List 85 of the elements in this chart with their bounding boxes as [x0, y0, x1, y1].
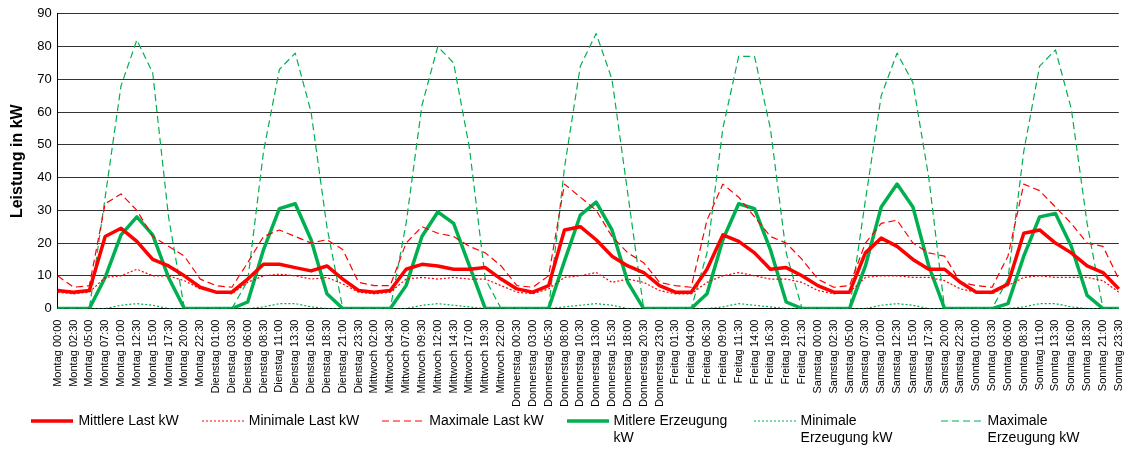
x-tick-label: Samstag 05:00 [842, 319, 855, 394]
x-tick-label: Donnerstag 13:00 [589, 319, 602, 407]
y-tick-label: 90 [37, 5, 52, 21]
x-tick-label: Mittwoch 12:00 [430, 319, 443, 394]
x-tick-label: Donnerstag 10:30 [573, 319, 586, 407]
x-tick-label: Mittwoch 07:00 [399, 319, 412, 394]
x-tick-label: Samstag 22:30 [953, 319, 966, 394]
x-tick-label: Sonntag 23:30 [1111, 319, 1124, 392]
x-tick-label: Dienstag 01:00 [209, 319, 222, 394]
x-tick-label: Samstag 10:00 [874, 319, 887, 394]
legend-label: Maximale Last kW [429, 412, 544, 429]
y-tick-label: 30 [37, 201, 52, 217]
x-tick-label: Samstag 12:30 [890, 319, 903, 394]
x-tick-label: Montag 05:00 [82, 319, 95, 387]
x-tick-label: Donnerstag 18:00 [620, 319, 633, 407]
x-tick-label: Samstag 17:30 [921, 319, 934, 394]
x-tick-label: Donnerstag 08:00 [557, 319, 570, 407]
x-tick-label: Montag 07:30 [98, 319, 111, 387]
x-tick-label: Montag 22:30 [193, 319, 206, 387]
x-tick-label: Dienstag 13:30 [288, 319, 301, 394]
x-tick-label: Mittwoch 17:00 [462, 319, 475, 394]
x-tick-label: Samstag 20:00 [937, 319, 950, 394]
x-tick-label: Montag 00:00 [50, 319, 63, 387]
x-tick-label: Mittwoch 04:30 [383, 319, 396, 394]
x-tick-label: Dienstag 18:30 [319, 319, 332, 394]
x-tick-label: Dienstag 11:00 [272, 319, 285, 393]
x-tick-label: Mittwoch 09:30 [414, 319, 427, 394]
x-tick-label: Sonntag 03:30 [985, 319, 998, 392]
x-tick-label: Sonntag 06:00 [1000, 319, 1013, 392]
x-tick-label: Mittwoch 19:30 [478, 319, 491, 394]
x-tick-label: Samstag 07:30 [858, 319, 871, 394]
x-tick-label: Donnerstag 00:30 [509, 319, 522, 407]
x-tick-label: Sonntag 18:30 [1080, 319, 1093, 392]
x-tick-label: Sonntag 21:00 [1095, 319, 1108, 392]
y-tick-label: 10 [37, 267, 52, 283]
x-tick-label: Freitag 01:30 [668, 319, 681, 385]
y-tick-label: 60 [37, 103, 52, 119]
legend-label: Minimale Erzeugung kW [800, 412, 894, 446]
x-tick-label: Freitag 09:00 [715, 319, 728, 385]
legend-label: Mitlere Erzeugung kW [613, 412, 729, 446]
y-tick-label: 20 [37, 234, 52, 250]
x-tick-label: Dienstag 23:30 [351, 319, 364, 394]
y-axis-title: Leistung in kW [8, 103, 26, 219]
y-tick-label: 40 [37, 169, 52, 185]
x-tick-label: Mittwoch 02:00 [367, 319, 380, 394]
x-tick-label: Donnerstag 23:00 [652, 319, 665, 407]
x-tick-label: Sonntag 08:30 [1016, 319, 1029, 392]
x-tick-label: Dienstag 08:30 [256, 319, 269, 394]
x-tick-label: Dienstag 21:00 [335, 319, 348, 394]
x-tick-label: Montag 02:30 [66, 319, 79, 387]
x-tick-label: Sonntag 11:00 [1032, 319, 1045, 391]
x-tick-label: Freitag 04:00 [684, 319, 697, 385]
y-tick-label: 50 [37, 136, 52, 152]
x-tick-label: Donnerstag 15:30 [605, 319, 618, 407]
x-tick-label: Montag 12:30 [129, 319, 142, 387]
x-tick-label: Dienstag 06:00 [240, 319, 253, 394]
x-tick-label: Donnerstag 05:30 [541, 319, 554, 407]
legend-label: Minimale Last kW [248, 412, 360, 429]
x-tick-label: Samstag 02:30 [826, 319, 839, 394]
y-tick-label: 0 [44, 300, 52, 316]
x-tick-label: Sonntag 01:00 [969, 319, 982, 392]
x-tick-label: Mittwoch 14:30 [446, 319, 459, 394]
legend-label: Maximale Erzeugung kW [987, 412, 1081, 446]
x-tick-label: Freitag 14:00 [747, 319, 760, 385]
x-tick-label: Montag 17:30 [161, 319, 174, 387]
x-tick-label: Montag 10:00 [114, 319, 127, 387]
y-tick-label: 70 [37, 70, 52, 86]
x-tick-label: Freitag 21:30 [795, 319, 808, 385]
x-tick-label: Freitag 16:30 [763, 319, 776, 385]
x-tick-label: Sonntag 13:30 [1048, 319, 1061, 392]
x-tick-label: Samstag 15:00 [905, 319, 918, 394]
x-tick-label: Samstag 00:00 [810, 319, 823, 394]
x-tick-label: Freitag 06:30 [700, 319, 713, 385]
x-tick-label: Montag 20:00 [177, 319, 190, 387]
x-tick-label: Mittwoch 22:00 [494, 319, 507, 394]
x-tick-label: Donnerstag 03:00 [525, 319, 538, 407]
x-tick-label: Sonntag 16:00 [1064, 319, 1077, 392]
x-tick-label: Freitag 19:00 [779, 319, 792, 385]
x-tick-label: Dienstag 03:30 [224, 319, 237, 394]
x-tick-label: Dienstag 16:00 [304, 319, 317, 394]
legend-label: Mittlere Last kW [78, 412, 179, 429]
x-tick-label: Donnerstag 20:30 [636, 319, 649, 407]
y-tick-label: 80 [37, 38, 52, 54]
x-tick-label: Montag 15:00 [145, 319, 158, 387]
x-tick-label: Freitag 11:30 [731, 319, 744, 384]
